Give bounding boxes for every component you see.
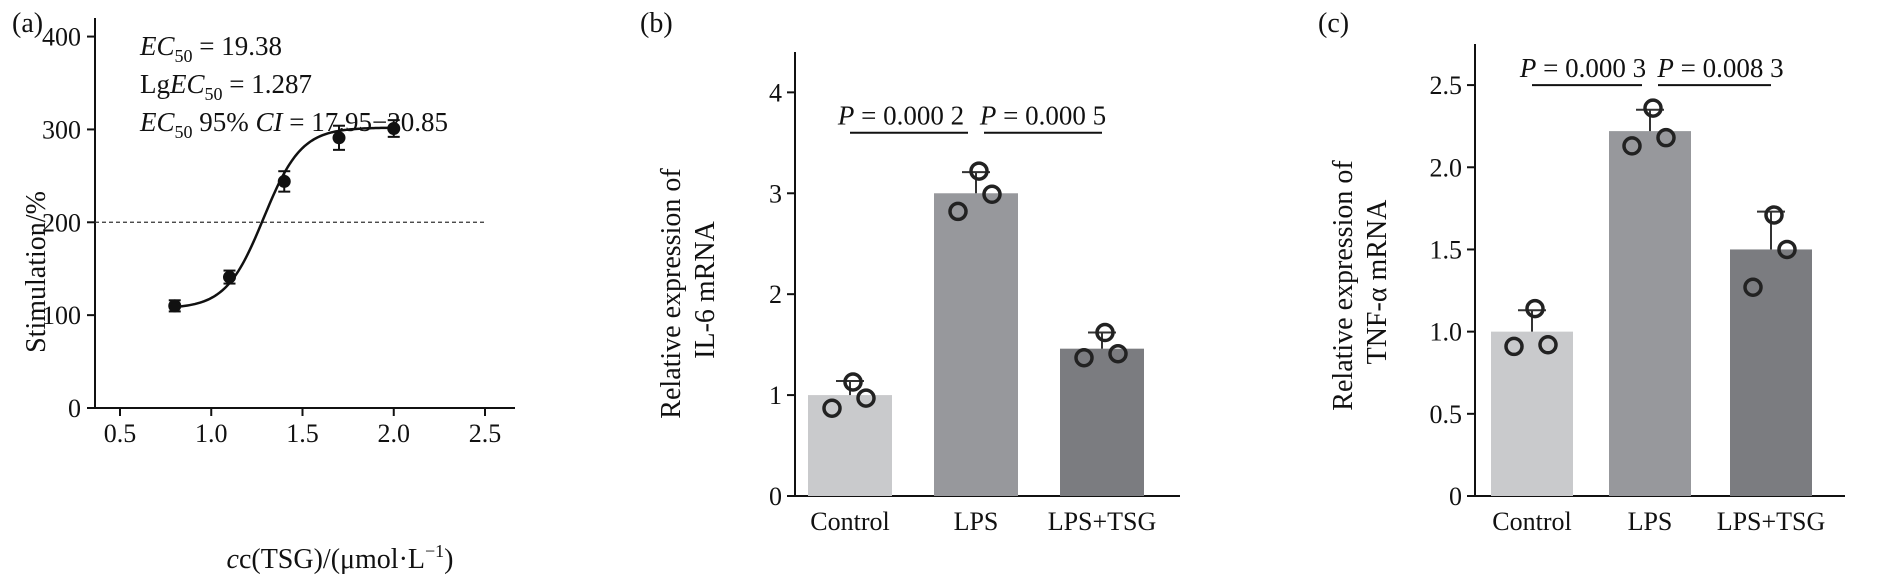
panel-c-p-value-label: P = 0.000 3 bbox=[1519, 53, 1646, 83]
panel-a-y-tick-label: 100 bbox=[42, 301, 81, 330]
panel-b-x-tick-label: LPS bbox=[954, 507, 999, 536]
data-point bbox=[332, 131, 346, 145]
panel-a-label: (a) bbox=[12, 8, 43, 39]
panel-a-x-tick-label: 2.0 bbox=[378, 419, 411, 448]
panel-b-bar bbox=[1060, 348, 1144, 496]
panel-b-replicate-point bbox=[856, 388, 876, 408]
panel-c-label: (c) bbox=[1318, 8, 1349, 39]
panel-c-bar bbox=[1609, 131, 1691, 496]
panel-c-y-tick-label: 2.5 bbox=[1430, 71, 1463, 100]
panel-c-bar bbox=[1730, 249, 1812, 496]
panel-b-replicate-point bbox=[1095, 322, 1115, 343]
panel-c-replicate-point bbox=[1656, 127, 1676, 148]
panel-c-y-tick-label: 1.0 bbox=[1430, 318, 1463, 347]
panel-a-y-tick-label: 300 bbox=[42, 115, 81, 144]
panel-c-replicate-point bbox=[1743, 277, 1763, 298]
panel-b-y-tick-label: 0 bbox=[769, 482, 782, 511]
panel-a-y-axis-label: Stimulation/% bbox=[21, 191, 52, 353]
panel-c-replicate-point bbox=[1504, 336, 1524, 357]
panel-c-y-tick-label: 2.0 bbox=[1430, 153, 1463, 182]
data-point bbox=[168, 299, 182, 313]
panel-b-p-value-label: P = 0.000 5 bbox=[979, 101, 1106, 131]
panel-a-x-tick-label: 1.5 bbox=[286, 419, 319, 448]
panel-c-y-tick-label: 0 bbox=[1449, 482, 1462, 511]
panel-b-replicate-point bbox=[822, 398, 842, 418]
panel-a-x-axis-label: cc(TSG)/(μmol·L−1) bbox=[227, 541, 454, 575]
panel-b-y-axis-label: Relative expression of IL-6 mRNA bbox=[656, 161, 721, 418]
panel-b-bar bbox=[808, 395, 892, 496]
panel-c-y-tick-label: 1.5 bbox=[1430, 235, 1463, 264]
panel-b-replicate-point bbox=[948, 201, 968, 222]
panel-c: (c) Relative expression of TNF-α mRNA 0 0… bbox=[1318, 8, 1845, 536]
panel-c-replicate-point bbox=[1525, 298, 1545, 319]
ec50-annotation: EC50 = 19.38 bbox=[139, 31, 282, 66]
panel-c-replicate-point bbox=[1777, 239, 1797, 260]
panel-b: (b) Relative expression of IL-6 mRNA 0 1 2… bbox=[640, 8, 1180, 536]
panel-a-x-tick-label: 0.5 bbox=[104, 419, 137, 448]
panel-b-p-value-label: P = 0.000 2 bbox=[837, 101, 964, 131]
panel-b-replicate-point bbox=[969, 161, 989, 181]
panel-a-x-tick-label: 1.0 bbox=[195, 419, 228, 448]
data-point bbox=[277, 174, 291, 188]
panel-a-y-tick-label: 200 bbox=[42, 208, 81, 237]
panel-c-replicate-point bbox=[1764, 205, 1784, 225]
panel-b-x-tick-label: LPS+TSG bbox=[1048, 507, 1157, 536]
panel-c-p-value-label: P = 0.008 3 bbox=[1656, 53, 1783, 83]
panel-c-replicate-point bbox=[1643, 98, 1663, 118]
panel-b-replicate-point bbox=[843, 372, 863, 392]
panel-c-replicate-point bbox=[1622, 136, 1642, 156]
panel-b-label: (b) bbox=[640, 8, 673, 39]
panel-c-x-tick-label: LPS bbox=[1628, 507, 1673, 536]
panel-b-bar bbox=[934, 193, 1018, 497]
panel-c-y-axis-label: Relative expression of TNF-α mRNA bbox=[1328, 153, 1393, 410]
panel-a: (a) EC50 = 19.38 LgEC50 = 1.287 EC50 95%… bbox=[12, 8, 515, 575]
panel-b-replicate-point bbox=[982, 184, 1002, 205]
panel-b-x-tick-label: Control bbox=[810, 507, 889, 536]
panel-b-y-tick-label: 3 bbox=[769, 179, 782, 208]
panel-b-y-tick-label: 2 bbox=[769, 280, 782, 309]
data-point bbox=[223, 270, 236, 284]
fit-curve bbox=[174, 126, 394, 309]
panel-b-replicate-point bbox=[1074, 348, 1094, 368]
panel-a-y-tick-label: 0 bbox=[68, 394, 81, 423]
panel-c-replicate-point bbox=[1538, 335, 1558, 355]
panel-c-x-tick-label: Control bbox=[1492, 507, 1571, 536]
ci-annotation: EC50 95% CI = 17.95−20.85 bbox=[139, 107, 448, 142]
panel-c-x-tick-label: LPS+TSG bbox=[1717, 507, 1826, 536]
panel-b-y-tick-label: 1 bbox=[769, 381, 782, 410]
panel-c-bar bbox=[1491, 331, 1573, 496]
panel-a-x-tick-label: 2.5 bbox=[469, 419, 502, 448]
panel-c-y-tick-label: 0.5 bbox=[1430, 400, 1463, 429]
panel-b-replicate-point bbox=[1108, 343, 1128, 364]
data-point bbox=[387, 122, 401, 135]
lgec50-annotation: LgEC50 = 1.287 bbox=[140, 69, 312, 104]
panel-a-y-tick-label: 400 bbox=[42, 23, 81, 52]
panel-b-y-tick-label: 4 bbox=[769, 78, 782, 107]
